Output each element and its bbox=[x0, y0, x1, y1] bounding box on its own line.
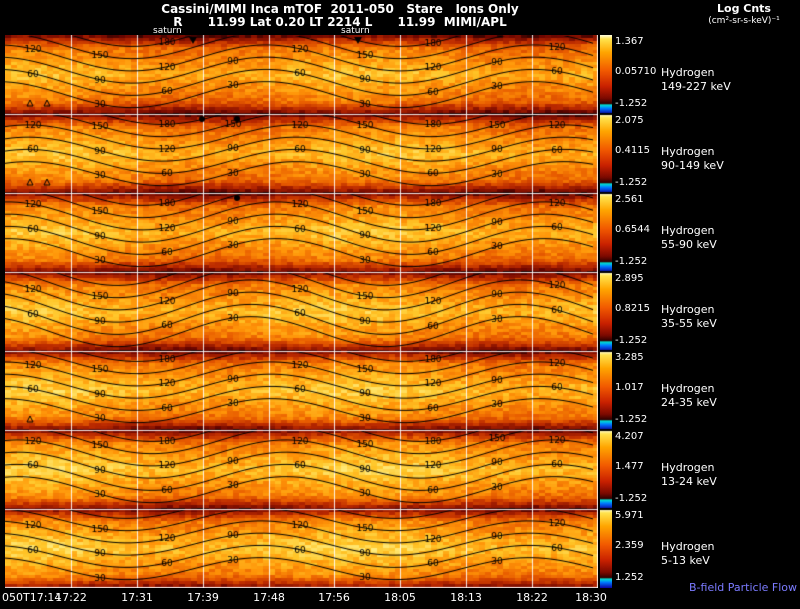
panel-energy-label: 90-149 keV bbox=[661, 159, 724, 172]
panel-species-label: Hydrogen bbox=[661, 461, 715, 474]
panel-species-label: Hydrogen bbox=[661, 145, 715, 158]
panel-species-label: Hydrogen bbox=[661, 224, 715, 237]
colorbar-max-label: 2.561 bbox=[615, 194, 644, 205]
x-tick-label: 050T17:14 bbox=[2, 591, 62, 604]
panel-energy-label: 149-227 keV bbox=[661, 80, 731, 93]
x-tick-label: 17:56 bbox=[318, 591, 350, 604]
x-tick-label: 18:22 bbox=[516, 591, 548, 604]
x-tick-label: 17:31 bbox=[121, 591, 153, 604]
colorbar-max-label: 4.207 bbox=[615, 431, 644, 442]
x-tick-label: 17:39 bbox=[187, 591, 219, 604]
spectrogram-canvas bbox=[5, 35, 598, 588]
colorbar-mid-label: 2.359 bbox=[615, 540, 644, 551]
colorbar-min-label: -1.252 bbox=[615, 335, 648, 346]
colorbar-max-label: 2.895 bbox=[615, 273, 644, 284]
colorbar-min-label: -1.252 bbox=[615, 256, 648, 267]
panel-species-label: Hydrogen bbox=[661, 382, 715, 395]
colorbar-title-units: (cm²-sr-s-keV)⁻¹ bbox=[708, 16, 780, 26]
panel-species-label: Hydrogen bbox=[661, 540, 715, 553]
colorbar-mid-label: 0.05710 bbox=[615, 66, 657, 77]
colorbar-strip bbox=[600, 35, 612, 588]
colorbar-min-label: 1.252 bbox=[615, 572, 644, 583]
panel-species-label: Hydrogen bbox=[661, 66, 715, 79]
colorbar-max-label: 1.367 bbox=[615, 36, 644, 47]
panel-energy-label: 55-90 keV bbox=[661, 238, 717, 251]
colorbar-mid-label: 0.6544 bbox=[615, 224, 650, 235]
x-tick-label: 18:05 bbox=[384, 591, 416, 604]
x-tick-label: 18:30 bbox=[575, 591, 607, 604]
bfield-label: B-field Particle Flow bbox=[689, 581, 797, 594]
colorbar-mid-label: 1.477 bbox=[615, 461, 644, 472]
colorbar-max-label: 2.075 bbox=[615, 115, 644, 126]
panel-energy-label: 24-35 keV bbox=[661, 396, 717, 409]
panel-energy-label: 5-13 keV bbox=[661, 554, 710, 567]
colorbar-min-label: -1.252 bbox=[615, 177, 648, 188]
panel-species-label: Hydrogen bbox=[661, 303, 715, 316]
colorbar-mid-label: 1.017 bbox=[615, 382, 644, 393]
x-tick-label: 18:13 bbox=[450, 591, 482, 604]
colorbar-mid-label: 0.4115 bbox=[615, 145, 650, 156]
saturn-label: saturn bbox=[153, 26, 182, 36]
colorbar-mid-label: 0.8215 bbox=[615, 303, 650, 314]
colorbar-title: Log Cnts (cm²-sr-s-keV)⁻¹ bbox=[690, 2, 798, 26]
panel-energy-label: 35-55 keV bbox=[661, 317, 717, 330]
plot-subtitle: R 11.99 Lat 0.20 LT 2214 L 11.99 MIMI/AP… bbox=[173, 15, 507, 29]
x-tick-label: 17:48 bbox=[253, 591, 285, 604]
panel-energy-label: 13-24 keV bbox=[661, 475, 717, 488]
plot-title: Cassini/MIMI Inca mTOF 2011-050 Stare Io… bbox=[161, 2, 519, 16]
colorbar-max-label: 5.971 bbox=[615, 510, 644, 521]
x-tick-label: 17:22 bbox=[55, 591, 87, 604]
colorbar-title-line1: Log Cnts bbox=[717, 2, 771, 15]
saturn-label: saturn bbox=[341, 26, 370, 36]
colorbar-max-label: 3.285 bbox=[615, 352, 644, 363]
colorbar-min-label: -1.252 bbox=[615, 493, 648, 504]
colorbar-min-label: -1.252 bbox=[615, 414, 648, 425]
colorbar-min-label: -1.252 bbox=[615, 98, 648, 109]
